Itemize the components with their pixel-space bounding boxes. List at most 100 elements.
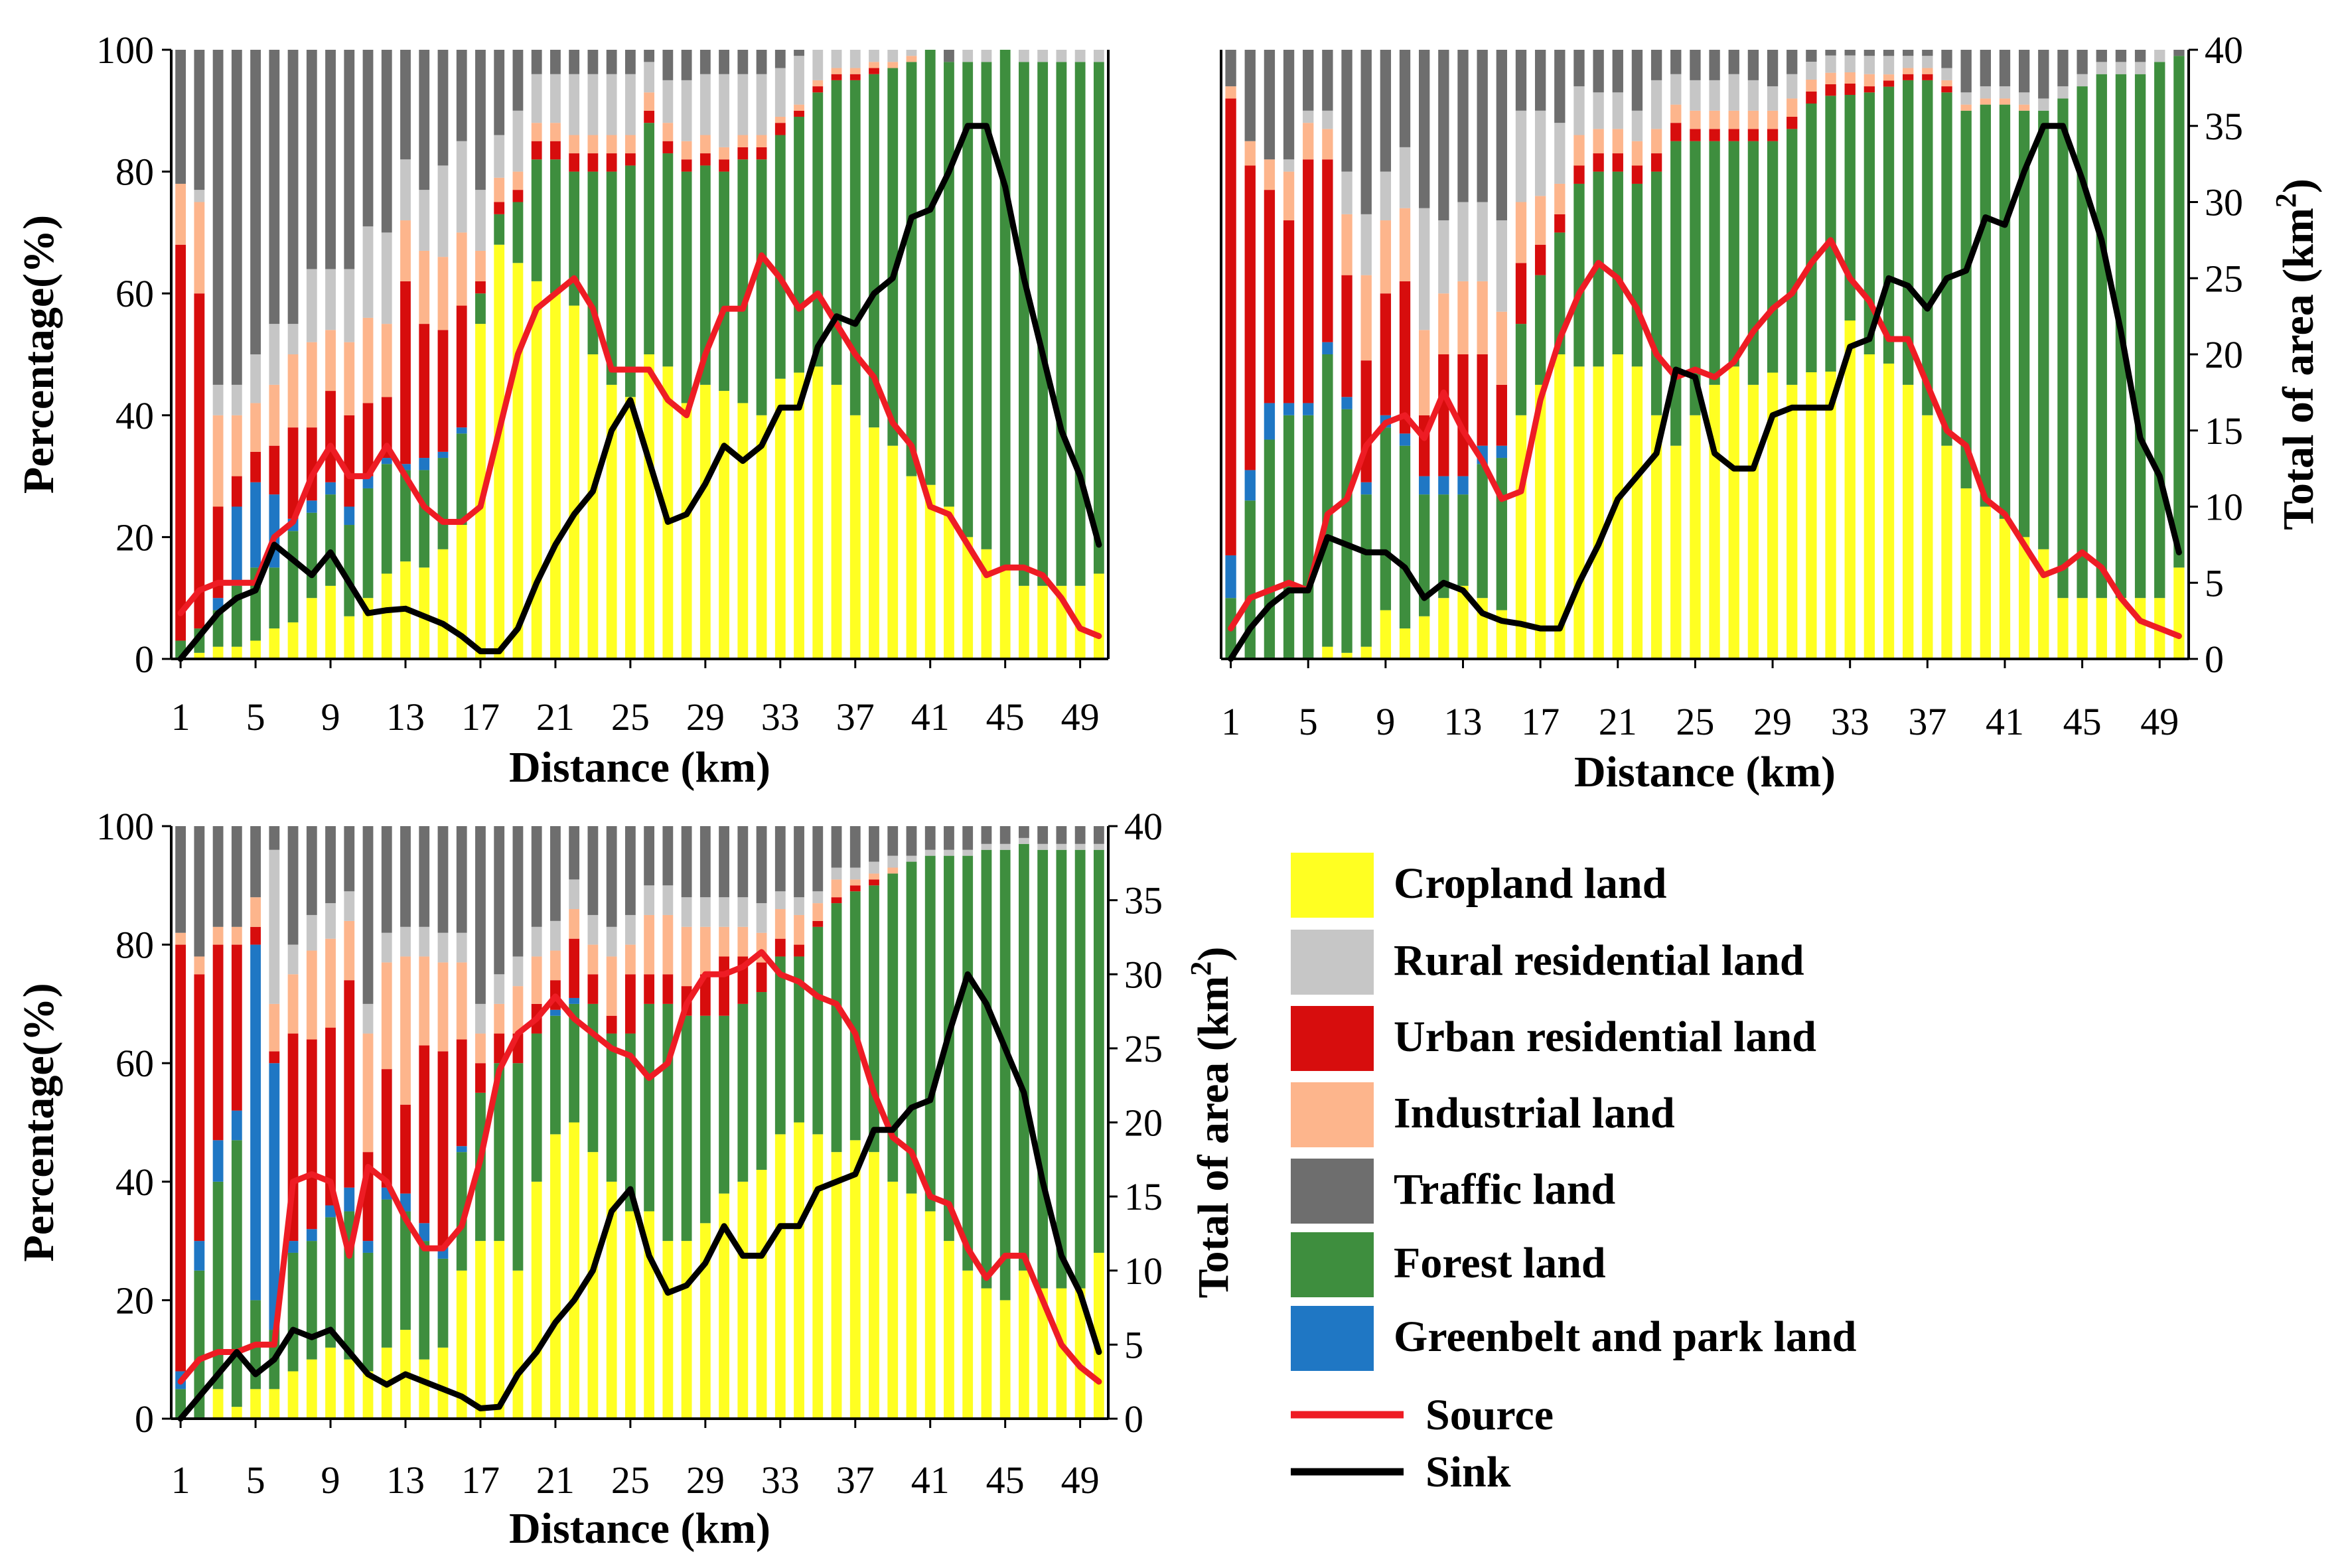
bar-urban-km-13 bbox=[400, 1104, 411, 1194]
bar-industrial-km-39 bbox=[887, 867, 899, 874]
bar-urban-km-32 bbox=[756, 147, 767, 160]
bar-industrial-km-21 bbox=[550, 950, 561, 981]
bar-forest-km-16 bbox=[456, 433, 467, 526]
bar-industrial-km-17 bbox=[475, 1033, 486, 1064]
bar-traffic-km-6 bbox=[269, 50, 280, 324]
x-tick-label: 29 bbox=[1753, 700, 1792, 743]
bar-industrial-km-10 bbox=[344, 342, 355, 415]
bar-traffic-km-45 bbox=[999, 826, 1011, 844]
bar-cropland-km-34 bbox=[794, 372, 804, 659]
bar-traffic-km-24 bbox=[606, 826, 617, 927]
source-line-top-right bbox=[1228, 237, 2182, 640]
bar-forest-km-30 bbox=[719, 171, 729, 392]
bar-rural-km-20 bbox=[531, 926, 542, 957]
bar-urban-km-16 bbox=[456, 305, 467, 428]
legend-swatch-urban bbox=[1291, 1006, 1374, 1071]
bar-rural-km-23 bbox=[587, 74, 599, 135]
bar-forest-km-34 bbox=[794, 956, 804, 1123]
bar-cropland-km-22 bbox=[569, 305, 580, 659]
bar-cropland-km-37 bbox=[849, 1140, 861, 1419]
bar-rural-km-46 bbox=[2096, 62, 2107, 74]
bar-traffic-km-41 bbox=[924, 826, 936, 850]
bar-industrial-km-13 bbox=[1457, 281, 1469, 354]
bar-cropland-km-45 bbox=[2077, 598, 2088, 659]
y-tick-label: 100 bbox=[96, 805, 154, 848]
bar-cropland-km-13 bbox=[1457, 585, 1469, 659]
bar-forest-km-41 bbox=[924, 50, 936, 485]
y2-tick-label: 30 bbox=[2205, 181, 2243, 224]
bar-urban-km-17 bbox=[475, 1063, 486, 1093]
bar-cropland-km-29 bbox=[699, 1223, 711, 1419]
x-tick-label: 33 bbox=[761, 695, 800, 739]
bar-urban-km-21 bbox=[1612, 153, 1623, 172]
bar-cropland-km-18 bbox=[494, 244, 505, 659]
bar-rural-km-30 bbox=[719, 74, 729, 147]
bar-urban-km-15 bbox=[437, 330, 449, 452]
bar-cropland-km-22 bbox=[569, 1122, 580, 1419]
bar-greenbelt-km-9 bbox=[325, 1205, 336, 1218]
bar-forest-km-4 bbox=[1283, 415, 1295, 659]
bar-rural-km-46 bbox=[1019, 837, 1029, 844]
bar-greenbelt-km-13 bbox=[1457, 476, 1469, 495]
bar-traffic-km-1 bbox=[1225, 50, 1236, 87]
x-tick-label: 49 bbox=[2140, 700, 2179, 743]
x-tick-label: 1 bbox=[171, 695, 190, 739]
bar-traffic-km-40 bbox=[1980, 50, 1991, 87]
bar-traffic-km-1 bbox=[175, 826, 186, 933]
bar-cropland-km-30 bbox=[719, 391, 729, 659]
y2-tick-label: 25 bbox=[1124, 1027, 1163, 1070]
x-tick-label: 9 bbox=[321, 695, 340, 739]
bar-industrial-km-12 bbox=[381, 962, 392, 1070]
bar-cropland-km-9 bbox=[325, 585, 336, 659]
bar-cropland-km-30 bbox=[1787, 384, 1798, 659]
bar-forest-km-25 bbox=[1690, 141, 1701, 415]
bar-industrial-km-8 bbox=[1360, 275, 1372, 361]
bar-traffic-km-29 bbox=[699, 50, 711, 74]
bar-forest-km-6 bbox=[1322, 354, 1333, 647]
bar-traffic-km-43 bbox=[2038, 50, 2049, 99]
bar-urban-km-20 bbox=[531, 141, 542, 160]
bar-urban-km-6 bbox=[1322, 159, 1333, 342]
bar-traffic-km-11 bbox=[362, 50, 374, 227]
bar-cropland-km-26 bbox=[1709, 384, 1720, 659]
bar-industrial-km-7 bbox=[287, 974, 299, 1034]
bar-traffic-km-44 bbox=[981, 826, 992, 844]
x-tick-label: 37 bbox=[836, 695, 875, 739]
bar-forest-km-21 bbox=[550, 1015, 561, 1135]
bar-cropland-km-3 bbox=[212, 646, 224, 659]
bar-traffic-km-21 bbox=[1612, 50, 1623, 93]
y2-tick-label: 35 bbox=[2205, 105, 2243, 148]
bar-rural-km-5 bbox=[250, 354, 261, 403]
bar-traffic-km-38 bbox=[869, 826, 879, 862]
bar-traffic-km-19 bbox=[1573, 50, 1585, 87]
bar-forest-km-37 bbox=[1922, 80, 1933, 415]
bar-forest-km-44 bbox=[981, 62, 992, 549]
bar-urban-km-2 bbox=[1244, 165, 1256, 470]
bar-traffic-km-5 bbox=[250, 826, 261, 898]
bar-greenbelt-km-6 bbox=[269, 1063, 280, 1330]
bar-cropland-km-14 bbox=[419, 1359, 430, 1419]
bar-industrial-km-14 bbox=[419, 956, 430, 1046]
bar-industrial-km-4 bbox=[231, 926, 242, 945]
bar-industrial-km-33 bbox=[774, 909, 786, 939]
bar-urban-km-14 bbox=[1477, 354, 1488, 446]
bar-rural-km-50 bbox=[1093, 50, 1104, 62]
bar-rural-km-14 bbox=[419, 926, 430, 957]
bar-urban-km-17 bbox=[475, 281, 486, 294]
bar-rural-km-26 bbox=[644, 885, 655, 915]
bar-traffic-km-39 bbox=[1960, 50, 1972, 93]
bar-greenbelt-km-16 bbox=[456, 1146, 467, 1153]
x-tick-label: 17 bbox=[461, 695, 500, 739]
bar-urban-km-11 bbox=[362, 403, 374, 476]
bar-industrial-km-15 bbox=[1496, 311, 1507, 385]
bar-rural-km-28 bbox=[1747, 80, 1759, 111]
bar-traffic-km-29 bbox=[1767, 50, 1779, 87]
bar-urban-km-9 bbox=[325, 1027, 336, 1206]
bar-urban-km-13 bbox=[400, 281, 411, 464]
bar-industrial-km-25 bbox=[1690, 110, 1701, 129]
x-tick-label: 17 bbox=[1521, 700, 1560, 743]
bar-rural-km-22 bbox=[1631, 110, 1643, 141]
bar-rural-km-35 bbox=[812, 891, 824, 904]
bar-industrial-km-32 bbox=[1825, 72, 1836, 84]
bar-urban-km-4 bbox=[1283, 220, 1295, 403]
